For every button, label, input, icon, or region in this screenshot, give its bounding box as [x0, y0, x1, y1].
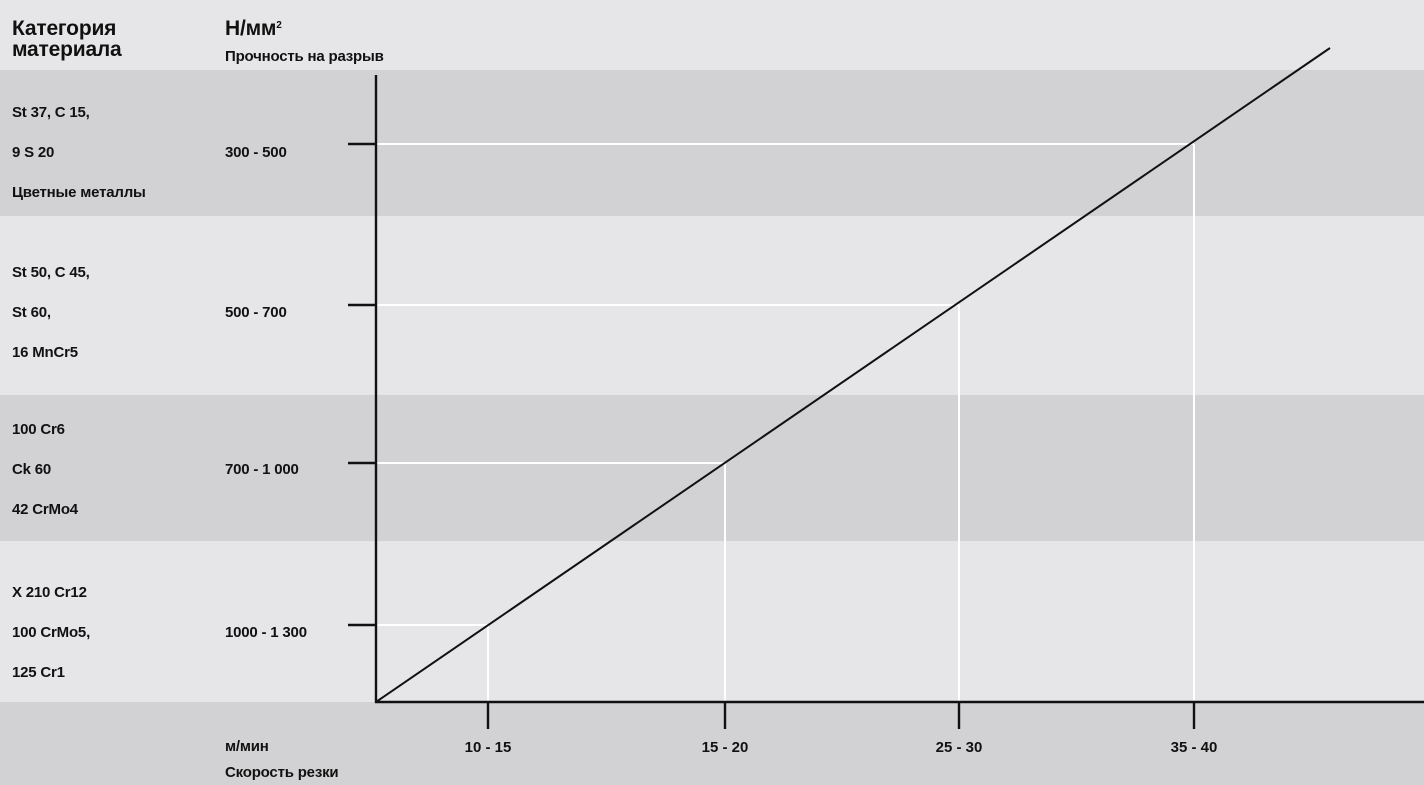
material-r1-l1: St 37, C 15, [12, 104, 90, 121]
material-category-line-1: Категория [12, 17, 117, 40]
band-footer [0, 702, 1424, 785]
x-tick-label-1: 10 - 15 [464, 739, 512, 756]
y-unit-superscript: 2 [276, 20, 282, 31]
material-r2-l3: 16 MnCr5 [12, 344, 78, 361]
y-unit-header: Н/мм2 [225, 18, 282, 39]
material-r2-l2: St 60, [12, 304, 51, 321]
x-tick-label-2: 15 - 20 [701, 739, 749, 756]
y-unit: Н/мм [225, 17, 277, 40]
material-category-header: Категория материала [12, 18, 122, 60]
material-r4-l1: X 210 Cr12 [12, 584, 87, 601]
material-r3-l3: 42 CrMo4 [12, 501, 78, 518]
x-axis-label: Скорость резки [225, 764, 339, 781]
x-tick-label-3: 25 - 30 [935, 739, 983, 756]
material-r1-l2: 9 S 20 [12, 144, 55, 161]
material-r4-l3: 125 Cr1 [12, 664, 65, 681]
material-r3-l1: 100 Cr6 [12, 421, 65, 438]
material-r3-l2: Ck 60 [12, 461, 52, 478]
material-r4-l2: 100 CrMo5, [12, 624, 91, 641]
x-unit: м/мин [225, 738, 269, 755]
material-r2-l1: St 50, C 45, [12, 264, 90, 281]
series-line [375, 47, 1331, 703]
material-category-line-2: материала [12, 38, 122, 61]
band-row-3 [0, 395, 1424, 541]
x-tick-label-4: 35 - 40 [1170, 739, 1218, 756]
strength-row-1: 300 - 500 [225, 144, 287, 161]
material-r1-l3: Цветные металлы [12, 184, 146, 201]
y-axis-label: Прочность на разрыв [225, 48, 384, 65]
strength-row-2: 500 - 700 [225, 304, 287, 321]
strength-row-4: 1000 - 1 300 [225, 624, 307, 641]
strength-row-3: 700 - 1 000 [225, 461, 299, 478]
